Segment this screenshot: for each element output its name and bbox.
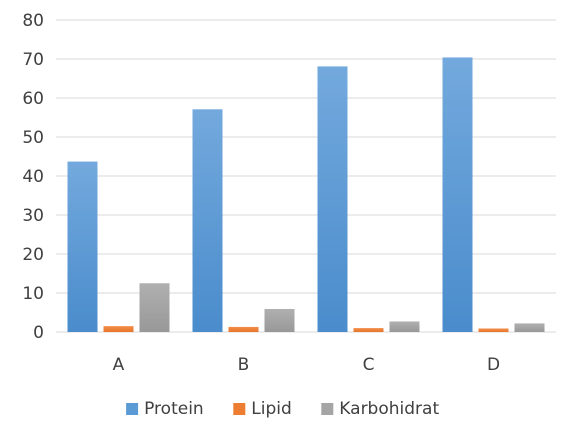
y-tick-label: 50: [22, 128, 44, 148]
bar-karbohidrat-b: [264, 308, 295, 332]
bar-protein-d: [442, 57, 473, 332]
bar-protein-b: [192, 109, 223, 332]
y-tick-label: 20: [22, 245, 44, 265]
x-tick-label: A: [113, 355, 125, 375]
x-tick-label: C: [363, 355, 375, 375]
legend: Protein Lipid Karbohidrat: [126, 399, 439, 419]
legend-label-protein: Protein: [144, 399, 204, 419]
bar-protein-c: [317, 66, 348, 332]
bar-lipid-d: [478, 328, 509, 332]
gridlines: [56, 19, 556, 333]
bar-lipid-c: [353, 328, 384, 332]
bar-karbohidrat-a: [139, 283, 170, 332]
y-tick-label: 0: [33, 323, 44, 343]
y-tick-label: 60: [22, 89, 44, 109]
legend-label-karbohidrat: Karbohidrat: [339, 399, 439, 419]
y-tick-label: 30: [22, 206, 44, 226]
y-tick-label: 70: [22, 50, 44, 70]
legend-label-lipid: Lipid: [251, 399, 291, 419]
bar-karbohidrat-d: [514, 323, 545, 332]
x-axis-ticks: A B C D: [113, 355, 500, 375]
y-axis-ticks: 0 10 20 30 40 50 60 70 80: [22, 11, 44, 343]
x-tick-label: B: [238, 355, 250, 375]
bar-lipid-b: [228, 326, 259, 332]
bar-protein-a: [67, 161, 98, 332]
y-tick-label: 10: [22, 284, 44, 304]
legend-swatch-protein: [126, 403, 139, 415]
y-tick-label: 40: [22, 167, 44, 187]
legend-swatch-lipid: [233, 403, 246, 415]
bar-lipid-a: [103, 326, 134, 332]
bars: [67, 57, 545, 332]
y-tick-label: 80: [22, 11, 44, 31]
bar-karbohidrat-c: [389, 321, 420, 332]
legend-swatch-karbohidrat: [321, 403, 334, 415]
x-tick-label: D: [487, 355, 500, 375]
